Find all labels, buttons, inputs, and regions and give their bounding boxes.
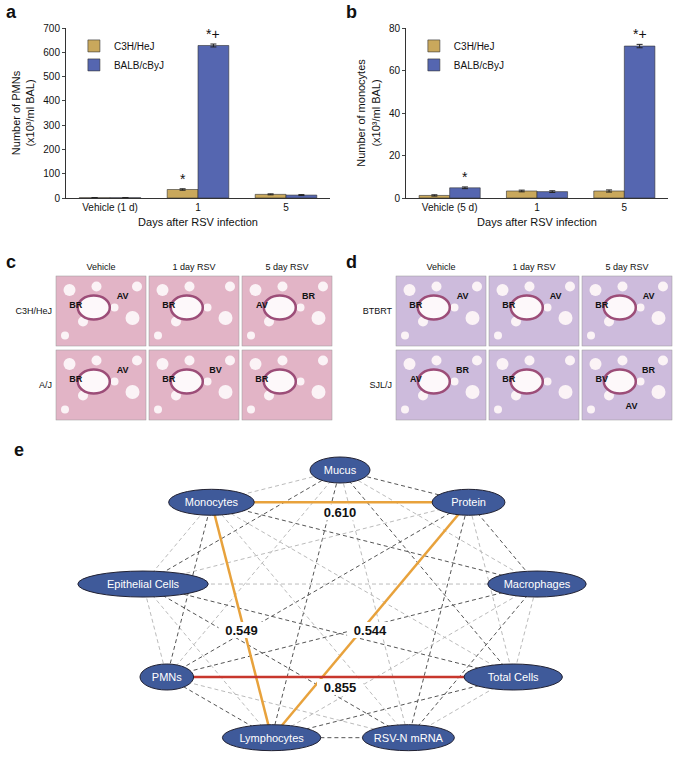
svg-text:BR: BR: [69, 374, 82, 384]
svg-text:BR: BR: [595, 300, 608, 310]
svg-text:BR: BR: [456, 365, 469, 375]
svg-text:BR: BR: [162, 300, 175, 310]
svg-text:AV: AV: [256, 300, 268, 310]
html-text:a: a: [6, 2, 16, 22]
svg-text:C3H/HeJ: C3H/HeJ: [454, 41, 495, 52]
html-text:c: c: [6, 252, 16, 272]
svg-text:Vehicle: Vehicle: [86, 262, 115, 272]
svg-text:BR: BR: [255, 374, 268, 384]
svg-text:Total Cells: Total Cells: [488, 671, 539, 683]
svg-text:*+: *+: [633, 26, 647, 42]
svg-text:Lymphocytes: Lymphocytes: [239, 732, 304, 744]
svg-text:1 day RSV: 1 day RSV: [512, 262, 555, 272]
svg-text:Days after RSV infection: Days after RSV infection: [477, 216, 597, 228]
svg-text:AV: AV: [117, 365, 129, 375]
svg-text:BR: BR: [409, 300, 422, 310]
svg-text:0.610: 0.610: [324, 505, 357, 520]
svg-text:600: 600: [43, 47, 60, 58]
svg-text:Vehicle (1 d): Vehicle (1 d): [82, 202, 138, 213]
svg-text:5: 5: [283, 202, 289, 213]
svg-text:BV: BV: [209, 365, 222, 375]
svg-text:0.544: 0.544: [354, 623, 387, 638]
svg-text:*+: *+: [206, 26, 220, 42]
svg-text:C3H/HeJ: C3H/HeJ: [15, 306, 52, 316]
svg-text:300: 300: [43, 120, 60, 131]
svg-text:1 day RSV: 1 day RSV: [172, 262, 215, 272]
svg-text:BV: BV: [596, 374, 609, 384]
svg-text:20: 20: [389, 150, 401, 161]
svg-text:Number of monocytes(x10³/ml BA: Number of monocytes(x10³/ml BAL): [355, 59, 381, 167]
svg-text:PMNs: PMNs: [152, 671, 182, 683]
svg-text:BALB/cByJ: BALB/cByJ: [454, 60, 504, 71]
html-text:e: e: [14, 440, 24, 460]
svg-text:*: *: [180, 171, 186, 187]
svg-text:0: 0: [54, 193, 60, 204]
svg-text:BTBRT: BTBRT: [363, 306, 393, 316]
svg-text:AV: AV: [550, 291, 562, 301]
svg-text:500: 500: [43, 71, 60, 82]
svg-text:5 day RSV: 5 day RSV: [265, 262, 308, 272]
svg-text:BR: BR: [502, 300, 515, 310]
svg-text:BALB/cByJ: BALB/cByJ: [114, 60, 164, 71]
svg-text:Epithelial Cells: Epithelial Cells: [107, 578, 180, 590]
svg-text:Macrophages: Macrophages: [504, 578, 571, 590]
svg-text:60: 60: [389, 65, 401, 76]
svg-text:Monocytes: Monocytes: [185, 496, 239, 508]
svg-text:Vehicle: Vehicle: [426, 262, 455, 272]
svg-text:100: 100: [43, 168, 60, 179]
svg-text:AV: AV: [457, 291, 469, 301]
svg-text:1: 1: [195, 202, 201, 213]
svg-text:AV: AV: [410, 374, 422, 384]
svg-text:C3H/HeJ: C3H/HeJ: [114, 41, 155, 52]
svg-text:40: 40: [389, 108, 401, 119]
svg-text:BR: BR: [502, 374, 515, 384]
svg-text:200: 200: [43, 144, 60, 155]
svg-text:*: *: [462, 169, 468, 185]
svg-text:0: 0: [394, 193, 400, 204]
svg-text:A/J: A/J: [39, 380, 52, 390]
svg-text:0.549: 0.549: [225, 623, 258, 638]
svg-text:Mucus: Mucus: [324, 464, 357, 476]
svg-text:Number of PMNs(x10³/ml BAL): Number of PMNs(x10³/ml BAL): [10, 70, 36, 155]
svg-text:Protein: Protein: [451, 496, 486, 508]
svg-text:RSV-N mRNA: RSV-N mRNA: [374, 732, 444, 744]
svg-text:700: 700: [43, 23, 60, 34]
svg-text:1: 1: [534, 202, 540, 213]
svg-text:Days after RSV infection: Days after RSV infection: [138, 216, 258, 228]
svg-text:BR: BR: [162, 374, 175, 384]
svg-text:BR: BR: [69, 300, 82, 310]
svg-text:80: 80: [389, 23, 401, 34]
svg-text:AV: AV: [117, 291, 129, 301]
svg-text:BR: BR: [302, 291, 315, 301]
svg-text:AV: AV: [626, 401, 638, 411]
svg-text:Vehicle (5 d): Vehicle (5 d): [422, 202, 478, 213]
svg-text:5: 5: [622, 202, 628, 213]
svg-text:400: 400: [43, 95, 60, 106]
svg-text:AV: AV: [643, 291, 655, 301]
html-text:b: b: [346, 2, 357, 22]
svg-text:5 day RSV: 5 day RSV: [605, 262, 648, 272]
svg-text:BR: BR: [642, 365, 655, 375]
svg-text:SJL/J: SJL/J: [369, 380, 392, 390]
svg-text:0.855: 0.855: [324, 680, 357, 695]
html-text:d: d: [346, 252, 357, 272]
